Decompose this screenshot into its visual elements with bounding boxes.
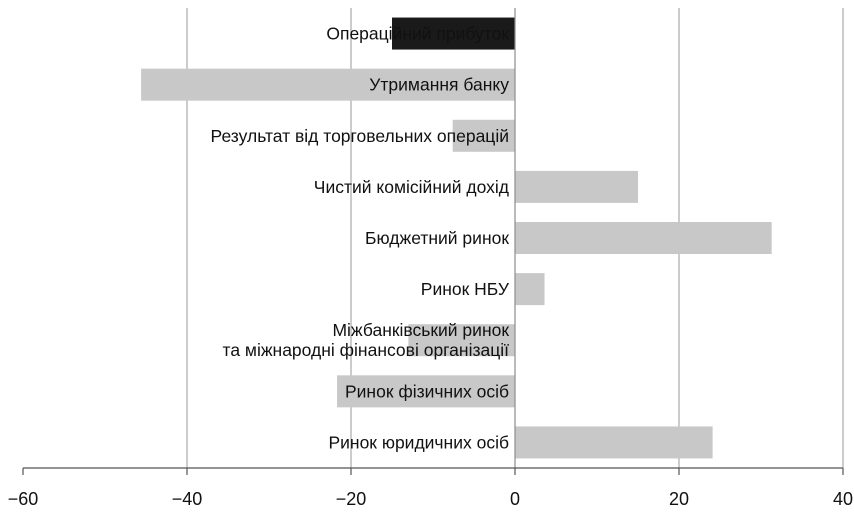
bar-3 bbox=[515, 170, 638, 203]
category-label-line: та міжнародні фінансові організації bbox=[223, 340, 510, 360]
x-tick-label-2: −20 bbox=[336, 489, 367, 509]
x-tick-label-1: −40 bbox=[172, 489, 203, 509]
bar-7 bbox=[337, 375, 515, 408]
category-label-line: Бюджетний ринок bbox=[365, 228, 509, 248]
category-label-line: Чистий комісійний дохід bbox=[314, 177, 509, 197]
axis-layer: −60 −40 −20 0 20 40 bbox=[8, 8, 853, 509]
x-tick-label-5: 40 bbox=[833, 489, 853, 509]
category-label-line: Міжбанківський ринок bbox=[332, 320, 509, 340]
category-label-line: Ринок фізичних осіб bbox=[345, 381, 509, 401]
category-label-7: Ринок фізичних осіб bbox=[345, 381, 509, 401]
bar-4 bbox=[515, 222, 772, 254]
x-tick-label-4: 20 bbox=[669, 489, 689, 509]
bar-6 bbox=[408, 324, 515, 357]
category-label-4: Бюджетний ринок bbox=[365, 228, 509, 248]
bar-0 bbox=[392, 17, 515, 50]
category-label-5: Ринок НБУ bbox=[421, 279, 510, 299]
category-label-line: Утримання банку bbox=[369, 75, 509, 95]
category-label-1: Утримання банку bbox=[369, 75, 509, 95]
category-label-line: Ринок юридичних осіб bbox=[328, 432, 509, 452]
bar-8 bbox=[515, 426, 713, 459]
bar-2 bbox=[452, 119, 515, 152]
category-label-line: Результат від торговельних операцій bbox=[211, 126, 509, 146]
x-tick-label-3: 0 bbox=[510, 489, 520, 509]
category-label-2: Результат від торговельних операцій bbox=[211, 126, 509, 146]
category-label-line: Операційний прибуток bbox=[326, 24, 509, 44]
bar-5 bbox=[515, 273, 545, 306]
category-label-6: Міжбанківський ринок та міжнародні фінанс… bbox=[223, 320, 510, 360]
category-label-3: Чистий комісійний дохід bbox=[314, 177, 509, 197]
bar-layer bbox=[141, 17, 772, 459]
bar-1 bbox=[141, 68, 515, 101]
category-label-0: Операційний прибуток bbox=[326, 24, 509, 44]
category-label-8: Ринок юридичних осіб bbox=[328, 432, 509, 452]
x-tick-label-0: −60 bbox=[8, 489, 39, 509]
category-label-line: Ринок НБУ bbox=[421, 279, 510, 299]
label-layer: Операційний прибуток Утримання банку Резул… bbox=[211, 24, 510, 453]
